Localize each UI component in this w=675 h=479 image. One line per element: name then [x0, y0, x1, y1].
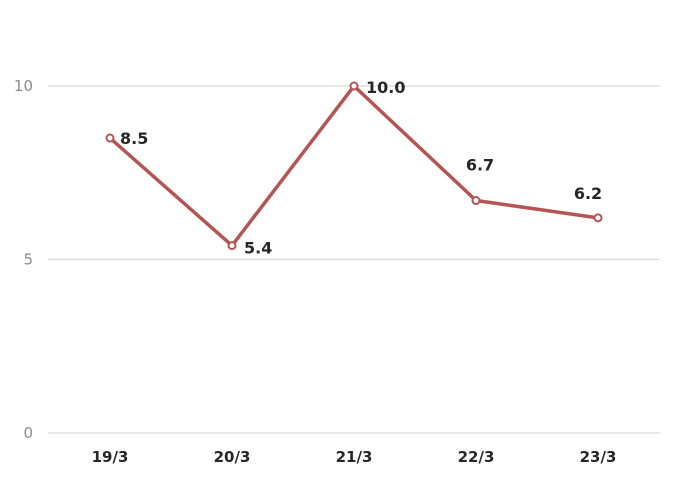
- data-point: [349, 81, 359, 91]
- x-tick-label: 21/3: [336, 448, 373, 466]
- gridlines: [48, 85, 660, 261]
- data-point: [227, 241, 237, 251]
- x-tick-label: 22/3: [458, 448, 495, 466]
- axes: 0 5 10 19/3 20/3 21/3 22/3 23/3: [14, 77, 660, 466]
- series-line-group: [105, 81, 603, 251]
- data-point: [593, 213, 603, 223]
- data-point: [471, 196, 481, 206]
- y-tick-label: 10: [14, 77, 33, 95]
- x-tick-label: 19/3: [92, 448, 129, 466]
- y-tick-label: 0: [23, 424, 33, 442]
- data-label: 10.0: [366, 78, 405, 97]
- data-label: 6.2: [574, 184, 602, 203]
- data-point: [105, 133, 115, 143]
- data-label: 6.7: [466, 156, 494, 175]
- data-label: 8.5: [120, 129, 148, 148]
- x-tick-label: 23/3: [580, 448, 617, 466]
- x-tick-label: 20/3: [214, 448, 251, 466]
- data-label: 5.4: [244, 239, 272, 258]
- y-tick-label: 5: [23, 251, 33, 269]
- data-labels: 8.5 5.4 10.0 6.7 6.2: [120, 78, 602, 258]
- series-line: [108, 84, 600, 248]
